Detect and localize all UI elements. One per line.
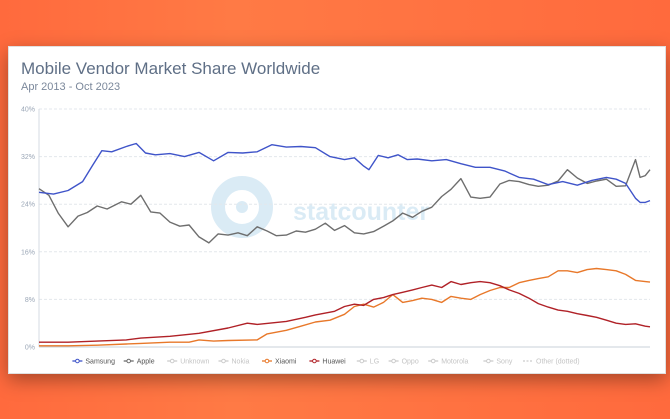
legend-item-apple[interactable]: Apple [123, 358, 155, 366]
legend-item-nokia[interactable]: Nokia [218, 358, 250, 366]
y-tick-label: 40% [21, 107, 35, 114]
legend-label: Huawei [322, 359, 346, 366]
legend-item-samsung[interactable]: Samsung [72, 359, 115, 366]
legend-label: Samsung [85, 359, 115, 366]
legend-item-xiaomi[interactable]: Xiaomi [262, 359, 297, 366]
y-tick-label: 32% [21, 154, 35, 161]
legend-label: LG [370, 359, 379, 366]
statcounter-logo-dot [236, 201, 248, 213]
legend-item-unknown[interactable]: Unknown [167, 359, 209, 366]
legend-marker [430, 358, 436, 364]
legend-marker [312, 358, 317, 364]
legend-item-other-dotted[interactable]: Other (dotted) [523, 359, 580, 366]
series-line-apple [38, 158, 651, 244]
series-line-samsung [38, 142, 651, 204]
legend-label: Oppo [402, 359, 419, 366]
legend-marker [169, 358, 175, 364]
y-tick-label: 0% [25, 345, 35, 352]
legend-label: Motorola [441, 359, 468, 366]
legend-item-lg[interactable]: LG [356, 358, 379, 366]
legend-label: Nokia [232, 359, 250, 366]
chart-title: Mobile Vendor Market Share Worldwide [21, 59, 321, 78]
legend-label: Xiaomi [275, 359, 297, 366]
legend-marker [221, 358, 226, 364]
legend-label: Apple [137, 359, 155, 366]
legend-marker [75, 358, 80, 364]
legend-marker [264, 358, 270, 364]
statcounter-logo-ring [211, 176, 273, 238]
legend-marker [391, 358, 396, 364]
line-chart: statcounter 0% 8% 16% 24% 32% 40% Samsung Apple U… [21, 107, 651, 366]
legend-marker [359, 358, 365, 364]
series-line-huawei [39, 280, 651, 343]
legend-label: Other (dotted) [536, 359, 580, 366]
legend-item-oppo[interactable]: Oppo [388, 358, 419, 366]
chart-card: Mobile Vendor Market Share Worldwide Apr… [8, 46, 666, 374]
legend-item-sony[interactable]: Sony [483, 358, 513, 366]
y-tick-label: 24% [21, 202, 35, 209]
y-tick-label: 16% [21, 249, 35, 256]
legend-item-motorola[interactable]: Motorola [428, 358, 469, 366]
legend: Samsung Apple Unknown Nokia Xiaomi Huawei LG Op… [72, 358, 580, 366]
chart-subtitle: Apr 2013 - Oct 2023 [21, 81, 121, 93]
legend-label: Unknown [180, 359, 209, 366]
series-line-xiaomi [39, 267, 651, 347]
statcounter-wordmark: statcounter [293, 198, 429, 226]
legend-marker [486, 358, 491, 364]
legend-marker [126, 358, 131, 364]
y-tick-label: 8% [25, 297, 35, 304]
legend-label: Sony [496, 359, 512, 366]
legend-item-huawei[interactable]: Huawei [309, 359, 346, 366]
